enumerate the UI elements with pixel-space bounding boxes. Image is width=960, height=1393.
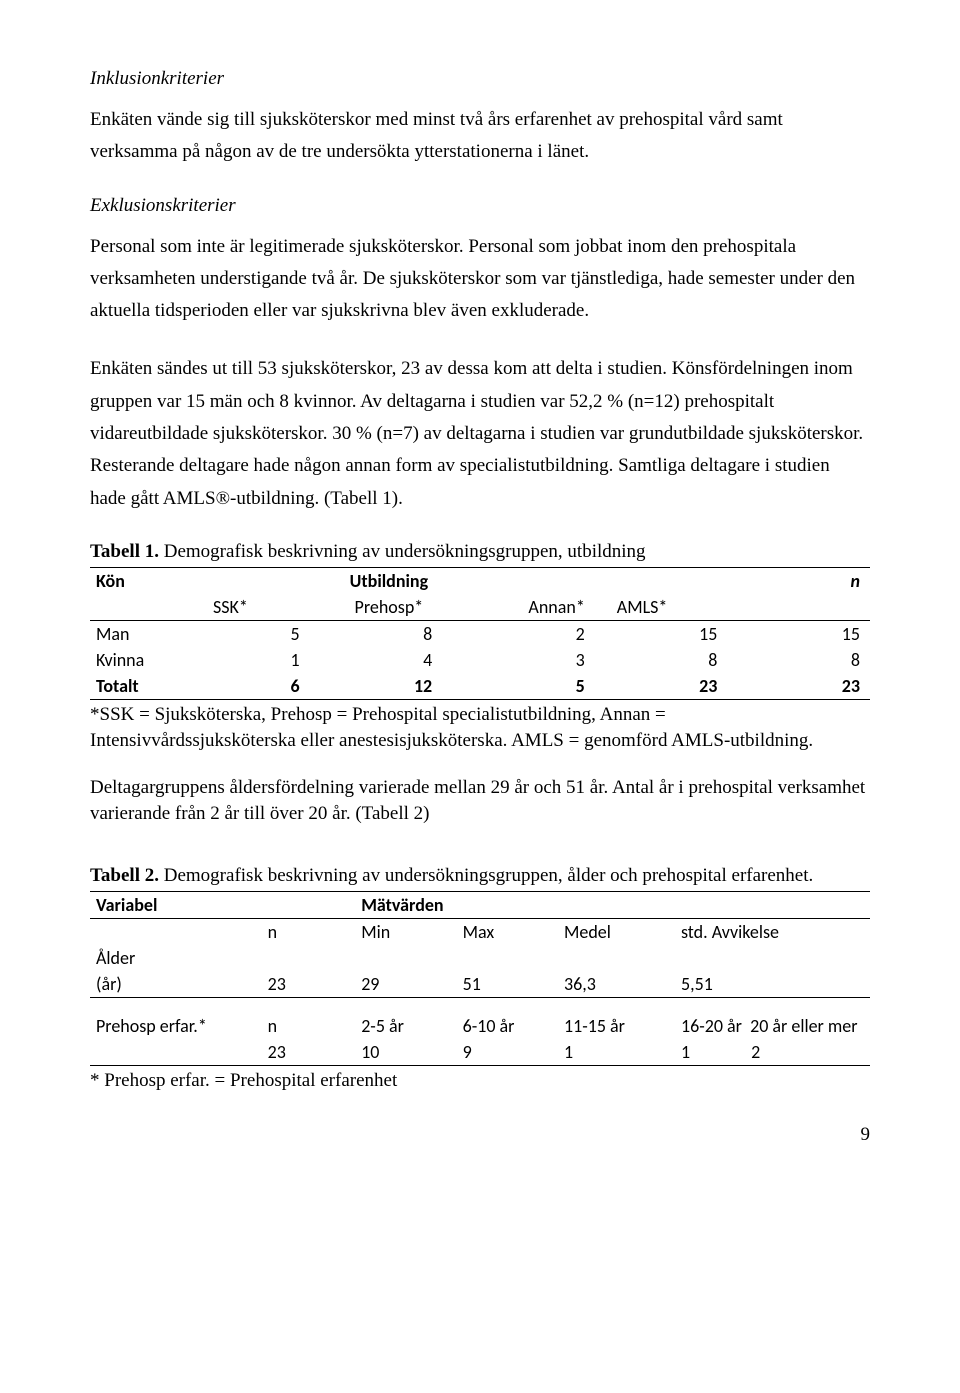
t2-sub2: 11-15 år	[558, 1013, 675, 1039]
heading-inklusion: Inklusionkriterier	[90, 68, 870, 90]
table2-caption-rest: Demografisk beskrivning av undersöknings…	[159, 865, 813, 886]
t2-label-prehosp: Prehosp erfar.*	[90, 1013, 262, 1039]
page: Inklusionkriterier Enkäten vände sig til…	[0, 0, 960, 1186]
t2-cell: 2	[751, 1041, 760, 1063]
paragraph-3: Enkäten sändes ut till 53 sjuksköterskor…	[90, 353, 870, 514]
t1-cell: Totalt	[90, 673, 207, 700]
t2-cell: 36,3	[558, 971, 675, 998]
t1-sub-prehosp: Prehosp*	[340, 594, 473, 621]
table-1: Kön Utbildning n SSK* Prehosp* Annan* AM…	[90, 567, 870, 700]
table2-caption: Tabell 2. Demografisk beskrivning av und…	[90, 865, 870, 887]
table-2: Variabel Mätvärden n Min Max Medel std. …	[90, 891, 870, 1067]
table-row: Totalt 6 12 5 23 23	[90, 673, 870, 700]
t2-cell: 10	[355, 1039, 456, 1066]
t1-cell: 2	[472, 620, 605, 647]
table1-caption-rest: Demografisk beskrivning av undersöknings…	[159, 541, 646, 562]
t1-cell: 5	[472, 673, 605, 700]
t1-sub-annan: Annan*	[472, 594, 605, 621]
t2-cell: 1	[681, 1041, 690, 1063]
t2-label-alder2: (år)	[90, 971, 262, 998]
t1-cell: 4	[340, 647, 473, 673]
t2-cell: 23	[262, 971, 356, 998]
t1-cell: Man	[90, 620, 207, 647]
t2-sub2: 6-10 år	[457, 1013, 558, 1039]
t1-cell: 6	[207, 673, 340, 700]
t2-sub: std. Avvikelse	[675, 918, 870, 945]
t1-cell: 15	[737, 620, 870, 647]
t1-cell: 8	[605, 647, 738, 673]
t2-label-alder1: Ålder	[90, 945, 262, 971]
table2-caption-bold: Tabell 2.	[90, 865, 159, 886]
table-row: Kvinna 1 4 3 8 8	[90, 647, 870, 673]
t1-cell: Kvinna	[90, 647, 207, 673]
t2-h-mat: Mätvärden	[355, 891, 558, 918]
table2-note: * Prehosp erfar. = Prehospital erfarenhe…	[90, 1068, 870, 1094]
t1-cell: 23	[605, 673, 738, 700]
t2-cell: 1	[558, 1039, 675, 1066]
t1-h-kon: Kön	[90, 567, 207, 594]
t2-sub: Medel	[558, 918, 675, 945]
page-number: 9	[90, 1124, 870, 1146]
t2-cell: 29	[355, 971, 456, 998]
t2-cell: 9	[457, 1039, 558, 1066]
t2-sub2: 2-5 år	[355, 1013, 456, 1039]
t1-cell: 5	[207, 620, 340, 647]
paragraph-1: Enkäten vände sig till sjuksköterskor me…	[90, 104, 870, 169]
table1-note: *SSK = Sjuksköterska, Prehosp = Prehospi…	[90, 702, 870, 753]
t1-cell: 12	[340, 673, 473, 700]
table-row: Man 5 8 2 15 15	[90, 620, 870, 647]
t2-sub2: 20 år eller mer	[750, 1015, 857, 1037]
t1-cell: 1	[207, 647, 340, 673]
t1-cell: 8	[737, 647, 870, 673]
t1-cell: 8	[340, 620, 473, 647]
t2-cell: 23	[262, 1039, 356, 1066]
t2-sub2: 16-20 år	[681, 1015, 742, 1037]
table1-caption-bold: Tabell 1.	[90, 541, 159, 562]
table1-caption: Tabell 1. Demografisk beskrivning av und…	[90, 541, 870, 563]
t1-cell: 3	[472, 647, 605, 673]
t2-sub: Max	[457, 918, 558, 945]
t1-cell: 23	[737, 673, 870, 700]
t2-h-var: Variabel	[90, 891, 262, 918]
heading-exklusion: Exklusionskriterier	[90, 195, 870, 217]
t1-h-n: n	[737, 567, 870, 594]
t2-sub: n	[262, 918, 356, 945]
t2-cell: 51	[457, 971, 558, 998]
paragraph-2: Personal som inte är legitimerade sjuksk…	[90, 231, 870, 328]
t2-sub2: n	[262, 1013, 356, 1039]
t1-sub-amls: AMLS*	[605, 594, 738, 621]
t1-sub-ssk: SSK*	[207, 594, 340, 621]
t1-h-utb: Utbildning	[340, 567, 473, 594]
t2-sub: Min	[355, 918, 456, 945]
t2-cell: 5,51	[675, 971, 870, 998]
paragraph-4: Deltagargruppens åldersfördelning varier…	[90, 775, 870, 826]
t1-cell: 15	[605, 620, 738, 647]
